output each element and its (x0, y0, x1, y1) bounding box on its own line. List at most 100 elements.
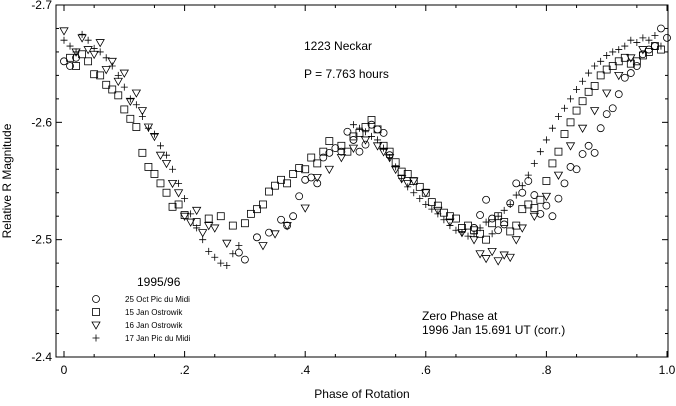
data-point-circle (530, 191, 539, 199)
data-point-triangle-down (403, 179, 413, 189)
data-point-plus (235, 242, 243, 250)
data-point-circle (584, 141, 593, 150)
data-point-square (204, 214, 213, 223)
data-point-triangle-down (270, 230, 280, 239)
data-point-circle (572, 165, 581, 174)
data-point-circle (361, 140, 370, 149)
data-point-triangle-down (312, 174, 322, 183)
data-point-circle (488, 214, 497, 223)
data-point-plus (567, 95, 575, 103)
data-point-plus (114, 71, 122, 79)
data-point-square (126, 114, 135, 123)
data-point-plus (355, 124, 363, 132)
data-point-plus (187, 210, 195, 218)
data-point-square (572, 106, 581, 115)
data-point-square (325, 137, 334, 146)
object-name-annotation: 1223 Neckar (304, 39, 372, 53)
data-point-circle (632, 62, 641, 70)
data-point-square (66, 53, 74, 62)
data-point-square (596, 71, 605, 80)
data-point-square (584, 87, 593, 96)
data-point-square (464, 221, 472, 230)
legend-entry-label: 16 Jan Ostrowik (125, 321, 183, 330)
data-point-square (162, 188, 171, 197)
period-annotation: P = 7.763 hours (304, 67, 389, 81)
data-point-triangle-down (167, 179, 178, 189)
data-point-plus (657, 42, 665, 50)
data-point-plus (392, 163, 400, 171)
legend-marker-triangle-down (91, 321, 101, 330)
data-point-square (168, 202, 177, 211)
data-point-circle (548, 212, 557, 221)
x-tick-label: 1.0 (659, 363, 676, 377)
data-point-triangle-down (300, 204, 310, 213)
data-point-triangle-down (185, 218, 196, 227)
data-point-plus (362, 128, 369, 136)
data-point-triangle-down (198, 229, 208, 238)
data-point-circle (500, 220, 509, 229)
data-point-triangle-down (541, 192, 552, 202)
data-point-circle (512, 179, 521, 188)
data-point-square (343, 147, 352, 156)
data-point-plus (524, 171, 532, 179)
data-point-circle (608, 104, 617, 113)
data-point-square (645, 48, 653, 56)
data-points (59, 24, 671, 269)
data-point-square (518, 205, 527, 214)
data-point-square (253, 205, 261, 214)
legend-marker-square (92, 308, 100, 316)
data-point-circle (234, 248, 243, 257)
data-point-triangle-down (589, 107, 600, 116)
data-point-square (289, 170, 298, 178)
data-point-square (259, 200, 267, 209)
data-point-triangle-down (638, 46, 648, 55)
data-point-square (319, 147, 328, 156)
data-point-plus (102, 54, 110, 62)
data-point-square (446, 212, 454, 221)
data-point-plus (609, 48, 617, 56)
data-point-square (397, 167, 406, 176)
data-point-plus (434, 210, 442, 218)
data-point-triangle-down (481, 255, 491, 264)
data-point-plus (144, 124, 152, 132)
data-point-plus (138, 112, 146, 120)
data-point-plus (72, 48, 80, 56)
data-point-plus (428, 205, 436, 213)
data-point-triangle-down (445, 218, 455, 227)
data-point-triangle-down (173, 189, 184, 198)
data-point-circle (265, 228, 273, 237)
data-point-plus (440, 216, 448, 224)
data-point-plus (627, 36, 635, 44)
data-point-plus (126, 95, 134, 103)
data-point-plus (150, 130, 158, 138)
data-point-square (138, 148, 147, 157)
data-point-circle (554, 194, 563, 203)
data-point-plus (536, 148, 544, 156)
data-point-triangle-down (499, 251, 509, 260)
data-point-triangle-down (161, 159, 172, 169)
data-point-plus (60, 36, 68, 44)
data-point-plus (500, 206, 508, 214)
data-point-square (72, 62, 80, 70)
data-point-circle (536, 209, 545, 218)
data-point-plus (597, 57, 605, 65)
axis-ticks (56, 4, 668, 358)
data-point-triangle-down (83, 46, 93, 55)
data-point-plus (506, 200, 514, 208)
data-point-circle (355, 147, 364, 156)
data-point-circle (494, 226, 503, 235)
data-point-plus (349, 121, 357, 129)
data-point-circle (596, 124, 605, 133)
data-point-circle (253, 233, 261, 242)
data-point-square (367, 116, 376, 124)
data-point-plus (199, 236, 207, 244)
data-point-square (482, 235, 491, 244)
data-point-triangle-down (107, 57, 117, 67)
data-point-plus (90, 44, 98, 52)
y-tick-label: -2.7 (31, 0, 52, 12)
data-point-plus (446, 222, 454, 230)
data-point-plus (603, 51, 611, 59)
data-point-square (337, 141, 346, 150)
x-tick-label: .2 (180, 363, 190, 377)
data-point-circle (343, 127, 352, 136)
